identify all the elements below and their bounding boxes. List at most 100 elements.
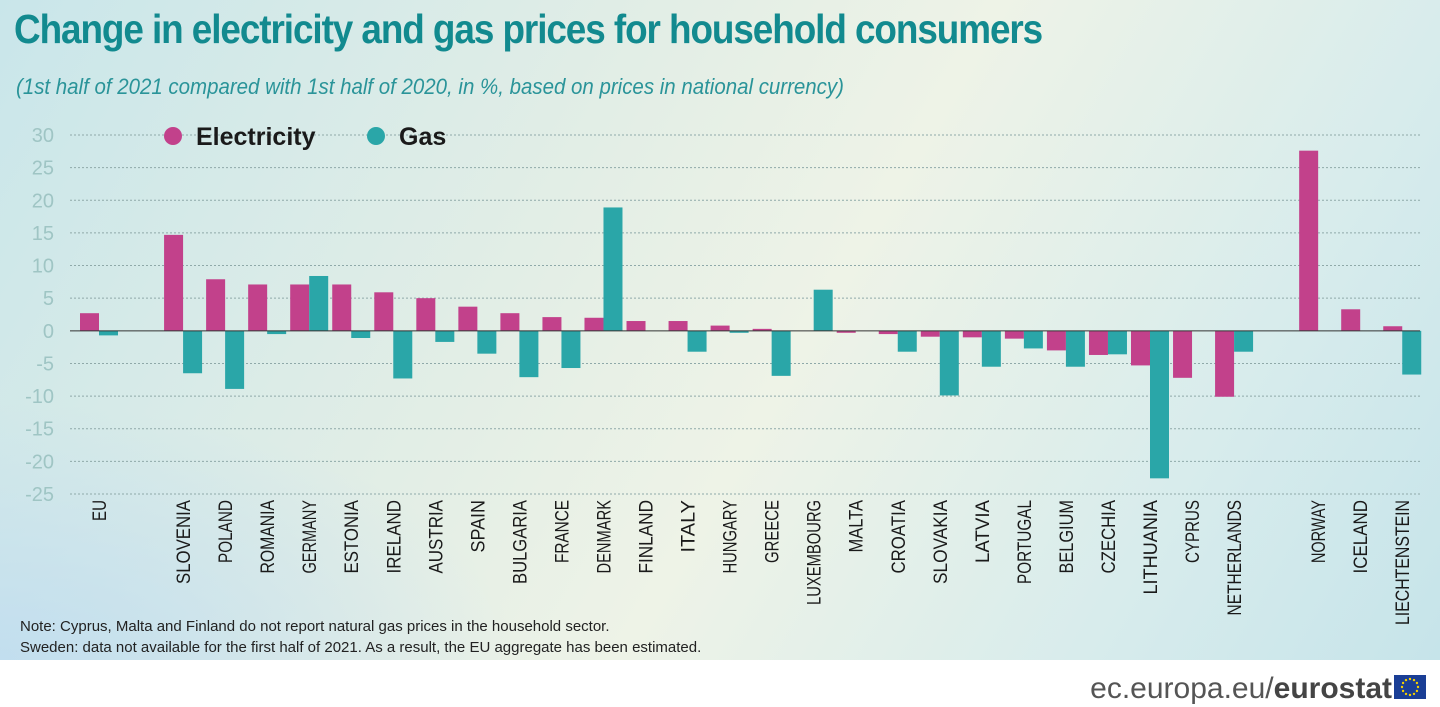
x-tick-label: BULGARIA [510, 500, 531, 584]
gas-bar-france [561, 330, 581, 369]
footer-url[interactable]: ec.europa.eu/eurostat [1090, 672, 1392, 706]
flag-star [1412, 692, 1416, 696]
gas-bar-eu [99, 330, 118, 336]
electricity-bar-liechtenstein [1383, 326, 1403, 331]
legend-gas-label: Gas [399, 123, 446, 151]
electricity-bar-bulgaria [500, 313, 520, 331]
gas-bar-spain [477, 330, 497, 354]
gas-bar-italy [687, 330, 707, 352]
chart-subtitle: (1st half of 2021 compared with 1st half… [16, 74, 844, 99]
y-tick-label: -20 [25, 451, 54, 473]
eu-flag-logo [1394, 675, 1426, 699]
gas-bar-slovakia [939, 330, 959, 396]
x-tick-label: NORWAY [1309, 500, 1330, 563]
x-tick-label: LIECHTENSTEIN [1393, 500, 1414, 625]
electricity-bar-spain [458, 306, 478, 331]
gas-bar-ireland [393, 330, 413, 379]
electricity-bar-belgium [1046, 330, 1066, 351]
y-tick-label: 5 [43, 288, 54, 310]
flag-star [1401, 681, 1405, 685]
x-tick-label: NETHERLANDS [1225, 500, 1246, 616]
x-tick-label: DENMARK [594, 500, 615, 574]
flag-star [1404, 678, 1408, 682]
y-tick-label: -5 [36, 353, 54, 375]
electricity-bar-malta [836, 330, 856, 333]
electricity-bar-germany [290, 284, 310, 331]
electricity-bar-slovenia [164, 234, 184, 331]
legend-gas-marker [367, 127, 385, 145]
legend-electricity-marker [164, 127, 182, 145]
electricity-bar-czechia [1088, 330, 1108, 355]
gas-bar-poland [225, 330, 245, 389]
electricity-bar-slovakia [920, 330, 940, 337]
gas-bar-liechtenstein [1402, 330, 1422, 375]
flag-star [1401, 689, 1405, 693]
x-tick-label: POLAND [216, 500, 237, 563]
x-tick-label: SLOVAKIA [931, 500, 952, 584]
flag-star [1400, 685, 1404, 689]
x-tick-label: FRANCE [552, 500, 573, 563]
gas-bar-croatia [897, 330, 917, 352]
y-tick-label: 30 [32, 125, 54, 147]
x-tick-label: LUXEMBOURG [805, 500, 826, 605]
electricity-bar-denmark [584, 317, 604, 331]
x-tick-label: ROMANIA [258, 500, 279, 574]
x-tick-label: LATVIA [973, 500, 994, 563]
gas-bar-romania [267, 330, 287, 335]
x-tick-label: SPAIN [468, 500, 489, 553]
chart-card: Change in electricity and gas prices for… [0, 0, 1440, 660]
electricity-bar-poland [206, 279, 226, 331]
y-tick-label: 25 [32, 158, 54, 180]
note-sweden: Sweden: data not available for the first… [20, 639, 702, 656]
gas-bar-latvia [981, 330, 1001, 367]
chart-title: Change in electricity and gas prices for… [14, 6, 1043, 52]
electricity-bar-france [542, 317, 562, 331]
gas-bar-austria [435, 330, 455, 342]
y-tick-label: 20 [32, 190, 54, 212]
flag-star [1415, 689, 1419, 693]
electricity-bar-eu [80, 313, 99, 331]
x-tick-label: PORTUGAL [1015, 500, 1036, 584]
x-tick-label: EU [90, 500, 111, 521]
x-tick-label: MALTA [847, 500, 868, 553]
x-tick-label: LITHUANIA [1141, 500, 1162, 595]
gas-bar-greece [771, 330, 791, 376]
electricity-bar-lithuania [1131, 330, 1150, 366]
gas-bar-luxembourg [813, 289, 833, 331]
x-tick-label: CZECHIA [1099, 500, 1120, 574]
gas-bar-estonia [351, 330, 371, 338]
electricity-bar-greece [752, 328, 772, 331]
electricity-bar-netherlands [1215, 330, 1235, 397]
x-tick-label: ESTONIA [342, 500, 363, 574]
electricity-bar-ireland [374, 292, 394, 331]
x-tick-label: ICELAND [1351, 500, 1372, 574]
electricity-bar-finland [626, 321, 646, 331]
flag-star [1408, 693, 1412, 697]
gas-bar-belgium [1065, 330, 1085, 367]
gas-bar-czechia [1107, 330, 1127, 355]
y-tick-label: 10 [32, 256, 54, 278]
electricity-bar-latvia [962, 330, 982, 338]
y-tick-label: -10 [25, 386, 54, 408]
electricity-bar-portugal [1004, 330, 1024, 339]
x-tick-label: CROATIA [889, 500, 910, 574]
note-missing-gas: Note: Cyprus, Malta and Finland do not r… [20, 618, 610, 635]
flag-star [1404, 692, 1408, 696]
gas-bar-germany [309, 275, 329, 331]
gas-bar-portugal [1023, 330, 1043, 349]
x-tick-label: AUSTRIA [426, 500, 447, 574]
bar-chart: 30 25 20 15 10 5 0 -5 -10 -15 -20 -25 EU SLOVENIA POLA… [25, 123, 1422, 625]
x-tick-label: HUNGARY [721, 500, 742, 574]
electricity-bar-romania [248, 284, 268, 331]
y-tick-label: -25 [25, 484, 54, 506]
gas-bar-denmark [603, 207, 623, 331]
footer-brand: eurostat [1273, 672, 1392, 705]
legend-electricity-label: Electricity [196, 123, 316, 151]
electricity-bar-iceland [1341, 309, 1361, 331]
x-tick-label: GREECE [763, 500, 784, 563]
footer-site: ec.europa.eu/ [1090, 672, 1274, 705]
electricity-bar-estonia [332, 284, 352, 331]
electricity-bar-hungary [710, 325, 730, 331]
flag-star [1412, 678, 1416, 682]
gas-bar-netherlands [1234, 330, 1254, 352]
